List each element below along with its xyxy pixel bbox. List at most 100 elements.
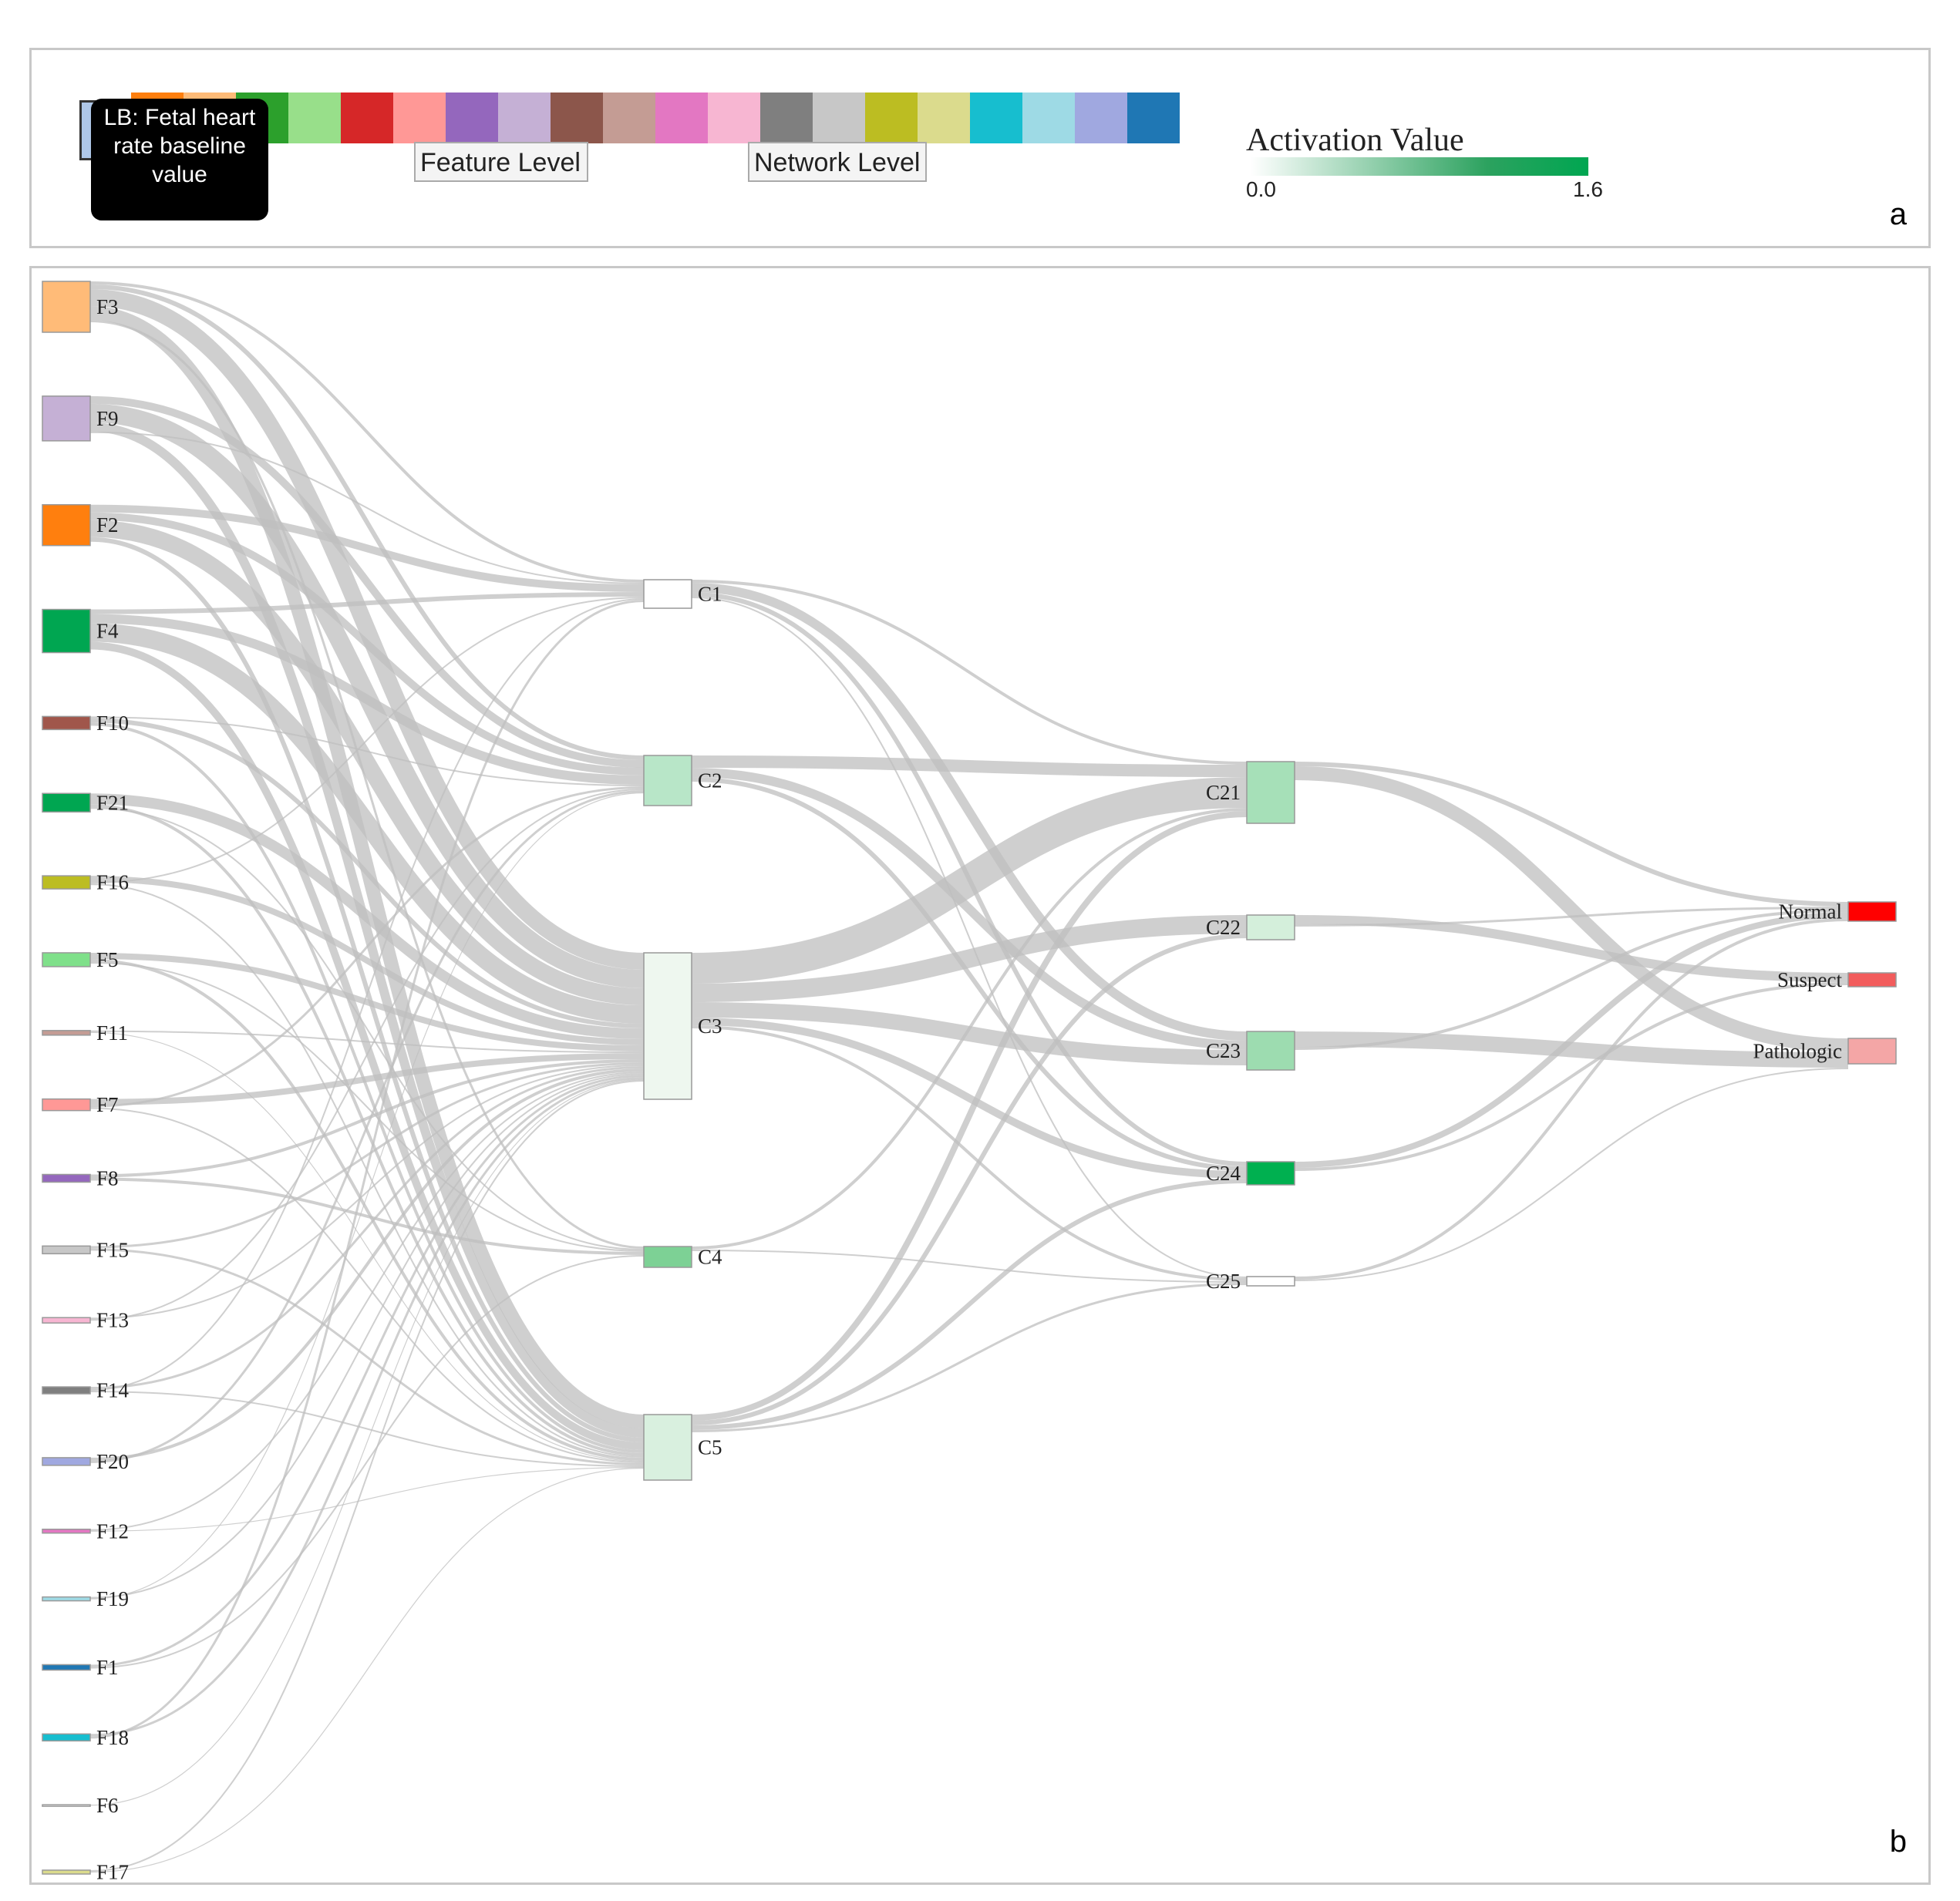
sankey-link <box>89 1080 645 1872</box>
node-label-f15: F15 <box>96 1238 129 1261</box>
node-c2[interactable] <box>643 755 692 806</box>
feature-swatch[interactable] <box>603 93 655 143</box>
feature-swatch[interactable] <box>813 93 865 143</box>
sankey-link <box>89 789 645 1321</box>
node-f21[interactable] <box>42 792 91 813</box>
node-f2[interactable] <box>42 503 91 547</box>
node-f18[interactable] <box>42 1733 91 1742</box>
sankey-link <box>89 1107 645 1463</box>
feature-swatch[interactable] <box>918 93 970 143</box>
node-c25[interactable] <box>1246 1276 1295 1287</box>
feature-swatch[interactable] <box>865 93 918 143</box>
sankey-link <box>89 1068 645 1461</box>
feature-swatch[interactable] <box>288 93 341 143</box>
node-label-f2: F2 <box>96 513 119 537</box>
node-label-f5: F5 <box>96 948 119 971</box>
feature-swatch[interactable] <box>760 93 813 143</box>
node-label-c3: C3 <box>698 1014 722 1038</box>
activation-min-label: 0.0 <box>1246 177 1276 201</box>
feature-tooltip: LB: Fetal heart rate baseline value <box>91 99 268 220</box>
sankey-link <box>89 1031 645 1462</box>
feature-swatch[interactable] <box>655 93 708 143</box>
node-f15[interactable] <box>42 1245 91 1255</box>
node-f4[interactable] <box>42 608 91 654</box>
node-f6[interactable] <box>42 1804 91 1807</box>
node-f1[interactable] <box>42 1664 91 1671</box>
node-label-f6: F6 <box>96 1794 119 1817</box>
sankey-nodes: F3 F9 F2 F4 F10 F21 F16 F5 F11 F7 F8 F15 F13 F14 F20 F1… <box>42 281 1897 1884</box>
sankey-link <box>89 1077 645 1737</box>
node-label-c2: C2 <box>698 769 722 792</box>
node-f13[interactable] <box>42 1317 91 1324</box>
feature-swatch[interactable] <box>970 93 1022 143</box>
node-f16[interactable] <box>42 875 91 890</box>
sankey-link <box>89 1177 645 1255</box>
node-c1[interactable] <box>643 579 692 609</box>
network-level-button[interactable]: Network Level <box>748 142 927 182</box>
sankey-link <box>89 961 645 1252</box>
sankey-link <box>1294 912 1849 1168</box>
node-c4[interactable] <box>643 1246 692 1268</box>
activation-legend-title: Activation Value <box>1246 123 1464 158</box>
node-f3[interactable] <box>42 281 91 333</box>
sankey-link <box>89 1075 645 1667</box>
node-f20[interactable] <box>42 1457 91 1466</box>
node-c24[interactable] <box>1246 1161 1295 1186</box>
node-label-c4: C4 <box>698 1246 722 1269</box>
sankey-link <box>89 1391 645 1467</box>
feature-swatch[interactable] <box>341 93 393 143</box>
sankey-link <box>89 786 645 1108</box>
node-c23[interactable] <box>1246 1031 1295 1071</box>
node-f14[interactable] <box>42 1386 91 1395</box>
node-f12[interactable] <box>42 1529 91 1534</box>
sankey-link <box>89 598 645 1391</box>
node-label-c25: C25 <box>1206 1270 1241 1293</box>
node-f9[interactable] <box>42 395 91 442</box>
feature-swatch[interactable] <box>393 93 446 143</box>
sankey-link <box>691 777 1248 984</box>
sankey-link <box>89 1255 645 1669</box>
sankey-link <box>691 777 1248 1171</box>
node-f19[interactable] <box>42 1596 91 1602</box>
node-f11[interactable] <box>42 1030 91 1036</box>
sankey-link <box>1294 1068 1849 1281</box>
node-c21[interactable] <box>1246 761 1295 824</box>
node-suspect[interactable] <box>1847 972 1897 988</box>
node-normal[interactable] <box>1847 901 1897 922</box>
node-f10[interactable] <box>42 715 91 731</box>
sankey-link <box>89 716 645 786</box>
node-c5[interactable] <box>643 1414 692 1481</box>
feature-swatch[interactable] <box>708 93 760 143</box>
node-f17[interactable] <box>42 1869 91 1875</box>
node-c22[interactable] <box>1246 914 1295 940</box>
sankey-link <box>89 1467 645 1873</box>
sankey-link <box>1294 762 1849 907</box>
sankey-link <box>691 583 1248 1041</box>
sankey-link <box>89 623 645 1024</box>
feature-level-button[interactable]: Feature Level <box>414 142 588 182</box>
sankey-link <box>89 289 645 970</box>
node-f7[interactable] <box>42 1098 91 1112</box>
node-label-c22: C22 <box>1206 916 1241 939</box>
node-label-f7: F7 <box>96 1093 119 1116</box>
node-c3[interactable] <box>643 952 692 1100</box>
sankey-link <box>89 793 645 1039</box>
sankey-link <box>89 284 645 760</box>
panel-letter-a: a <box>1889 197 1907 231</box>
node-pathologic[interactable] <box>1847 1038 1897 1065</box>
node-f5[interactable] <box>42 952 91 967</box>
feature-swatch[interactable] <box>1022 93 1075 143</box>
feature-swatch[interactable] <box>1127 93 1180 143</box>
node-label-f9: F9 <box>96 407 119 430</box>
node-label-f19: F19 <box>96 1587 129 1610</box>
feature-swatch[interactable] <box>551 93 603 143</box>
sankey-link <box>1294 907 1849 927</box>
feature-swatch[interactable] <box>1075 93 1127 143</box>
sankey-link <box>89 281 645 583</box>
sankey-link <box>1294 982 1849 1171</box>
node-label-f20: F20 <box>96 1450 129 1473</box>
node-f8[interactable] <box>42 1173 91 1183</box>
feature-swatch[interactable] <box>446 93 498 143</box>
feature-swatch[interactable] <box>498 93 551 143</box>
node-label-f14: F14 <box>96 1379 130 1402</box>
